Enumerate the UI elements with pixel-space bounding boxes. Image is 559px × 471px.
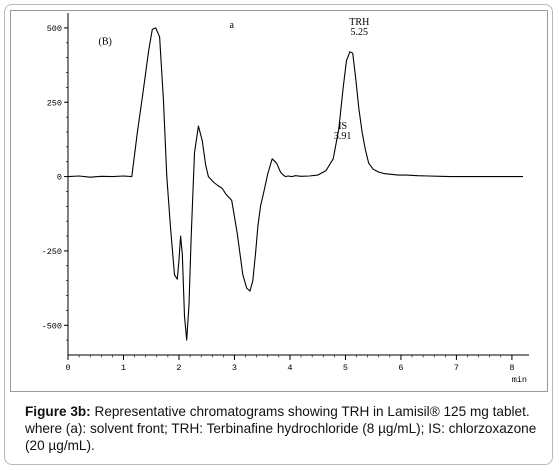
solvent-front-label: a: [229, 20, 234, 31]
x-tick-label: 7: [454, 363, 459, 373]
annotation-line: 5.25: [351, 27, 369, 38]
x-tick-label: 3: [232, 363, 237, 373]
chromatogram-chart: 500 250 0 -250 -500 0 1 2 3 4 5 6 7 8 min (B) a TRH 5.25 IS…: [42, 13, 529, 385]
figure-caption: Figure 3b: Representative chromatograms …: [25, 403, 545, 454]
y-tick-label: 250: [47, 98, 62, 108]
y-tick-label: 500: [47, 24, 62, 34]
chart-labels: 500 250 0 -250 -500 0 1 2 3 4 5 6 7 8 min (B) a TRH 5.25 IS…: [42, 17, 527, 385]
annotation-line: TRH: [349, 17, 369, 28]
x-tick-label: 6: [398, 363, 403, 373]
x-tick-label: 5: [343, 363, 348, 373]
annotation-line: IS: [338, 121, 347, 132]
x-tick-label: 0: [65, 363, 70, 373]
x-tick-label: 2: [176, 363, 181, 373]
caption-text: Representative chromatograms showing TRH…: [25, 404, 537, 453]
y-tick-label: 0: [57, 173, 62, 183]
x-tick-label: 4: [287, 363, 292, 373]
x-axis-label: min: [512, 375, 527, 385]
y-tick-label: -250: [42, 247, 62, 257]
x-tick-label: 1: [121, 363, 126, 373]
panel-label: (B): [99, 36, 112, 47]
chart-axes: [64, 13, 529, 360]
trh-peak-label: TRH 5.25: [349, 17, 369, 38]
figure-frame: 500 250 0 -250 -500 0 1 2 3 4 5 6 7 8 min (B) a TRH 5.25 IS…: [4, 4, 553, 465]
annotation-line: a: [229, 20, 234, 31]
y-tick-label: -500: [42, 321, 62, 331]
x-tick-label: 8: [509, 363, 514, 373]
caption-label: Figure 3b:: [25, 404, 91, 419]
chart-panel: 500 250 0 -250 -500 0 1 2 3 4 5 6 7 8 min (B) a TRH 5.25 IS…: [10, 10, 548, 392]
chart-marks: [67, 27, 523, 341]
annotation-line: 3.91: [334, 131, 352, 142]
is-peak-label: IS 3.91: [334, 121, 352, 142]
chromatogram-trace: [67, 27, 523, 341]
